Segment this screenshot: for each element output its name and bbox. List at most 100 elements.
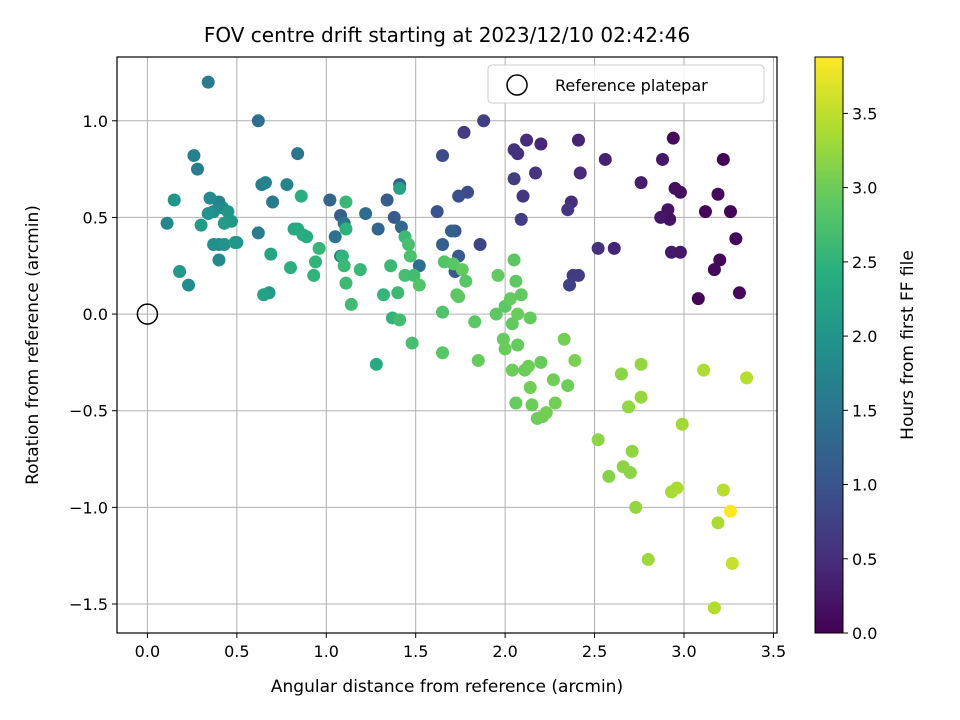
data-point: [571, 268, 585, 282]
colorbar: 0.0 0.5 1.0 1.5 2.0 2.5 3.0 3.5 Hours from firs…: [814, 56, 918, 643]
data-point: [707, 263, 721, 277]
colorbar-tick-label: 1.0: [852, 476, 877, 495]
data-point: [280, 178, 294, 192]
data-point: [230, 236, 244, 250]
data-point: [455, 263, 469, 277]
data-point: [716, 483, 730, 497]
data-point: [471, 353, 485, 367]
data-point: [307, 268, 321, 282]
data-point: [498, 342, 512, 356]
colorbar-tick-label: 0.5: [852, 550, 877, 569]
data-point: [339, 222, 353, 236]
data-point: [641, 553, 655, 567]
data-point: [402, 237, 416, 251]
data-point: [258, 176, 272, 190]
data-point: [691, 292, 705, 306]
data-point: [670, 481, 684, 495]
data-point: [573, 166, 587, 180]
data-point: [300, 230, 314, 244]
data-point: [457, 125, 471, 139]
y-tick-label: −1.0: [69, 498, 108, 517]
data-point: [591, 241, 605, 255]
data-point: [509, 274, 523, 288]
data-point: [160, 216, 174, 230]
data-point: [511, 338, 525, 352]
data-point: [713, 253, 727, 267]
data-point: [444, 224, 458, 238]
data-point: [507, 253, 521, 267]
y-tick-label: 0.5: [83, 208, 108, 227]
data-point: [190, 162, 204, 176]
data-point: [489, 307, 503, 321]
data-point: [264, 247, 278, 261]
data-point: [217, 237, 231, 251]
data-point: [430, 205, 444, 219]
data-point: [167, 193, 181, 207]
data-points: [136, 75, 754, 615]
data-point: [496, 332, 510, 346]
data-point: [539, 406, 553, 420]
data-point: [182, 278, 196, 292]
data-point: [675, 417, 689, 431]
x-tick-label: 1.0: [314, 642, 339, 661]
y-tick-label: −1.5: [69, 595, 108, 614]
data-point: [534, 355, 548, 369]
data-point: [634, 390, 648, 404]
data-point: [353, 263, 367, 277]
data-point: [507, 172, 521, 186]
data-point: [194, 218, 208, 232]
data-point: [529, 166, 543, 180]
data-point: [673, 185, 687, 199]
data-point: [698, 205, 712, 219]
data-point: [509, 396, 523, 410]
colorbar-tick-label: 3.0: [852, 179, 877, 198]
data-point: [505, 317, 519, 331]
data-point: [523, 311, 537, 325]
plot-frame: [116, 56, 778, 634]
data-point: [217, 216, 231, 230]
y-tick-label: 0.0: [83, 305, 108, 324]
data-point: [309, 255, 323, 269]
data-point: [723, 205, 737, 219]
data-point: [393, 313, 407, 327]
data-point: [201, 75, 215, 89]
data-point: [203, 191, 217, 205]
data-point: [723, 504, 737, 518]
x-tick-label: 3.0: [671, 642, 696, 661]
data-point: [477, 114, 491, 128]
colorbar-tick-label: 2.5: [852, 253, 877, 272]
data-point: [337, 259, 351, 273]
data-point: [452, 189, 466, 203]
colorbar-label: Hours from first FF file: [898, 250, 918, 440]
data-point: [557, 332, 571, 346]
data-point: [436, 305, 450, 319]
data-point: [436, 346, 450, 360]
data-point: [629, 500, 643, 514]
data-point: [654, 210, 668, 224]
data-point: [525, 398, 539, 412]
colorbar-tick-label: 3.5: [852, 104, 877, 123]
colorbar-tick-label: 2.0: [852, 327, 877, 346]
data-point: [412, 259, 426, 273]
data-point: [201, 207, 215, 221]
grid: [117, 57, 777, 633]
data-point: [503, 292, 517, 306]
data-point: [602, 469, 616, 483]
data-point: [393, 181, 407, 195]
y-tick-label: 1.0: [83, 112, 108, 131]
data-point: [468, 315, 482, 329]
data-point: [294, 189, 308, 203]
data-point: [491, 268, 505, 282]
data-point: [403, 249, 417, 263]
data-point: [380, 193, 394, 207]
data-point: [251, 114, 265, 128]
x-axis: 0.0 0.5 1.0 1.5 2.0 2.5 3.0 3.5: [135, 633, 786, 661]
x-tick-label: 3.5: [761, 642, 786, 661]
data-point: [173, 265, 187, 279]
data-point: [548, 396, 562, 410]
data-point: [634, 357, 648, 371]
data-point: [591, 433, 605, 447]
data-point: [711, 516, 725, 530]
data-point: [251, 226, 265, 240]
